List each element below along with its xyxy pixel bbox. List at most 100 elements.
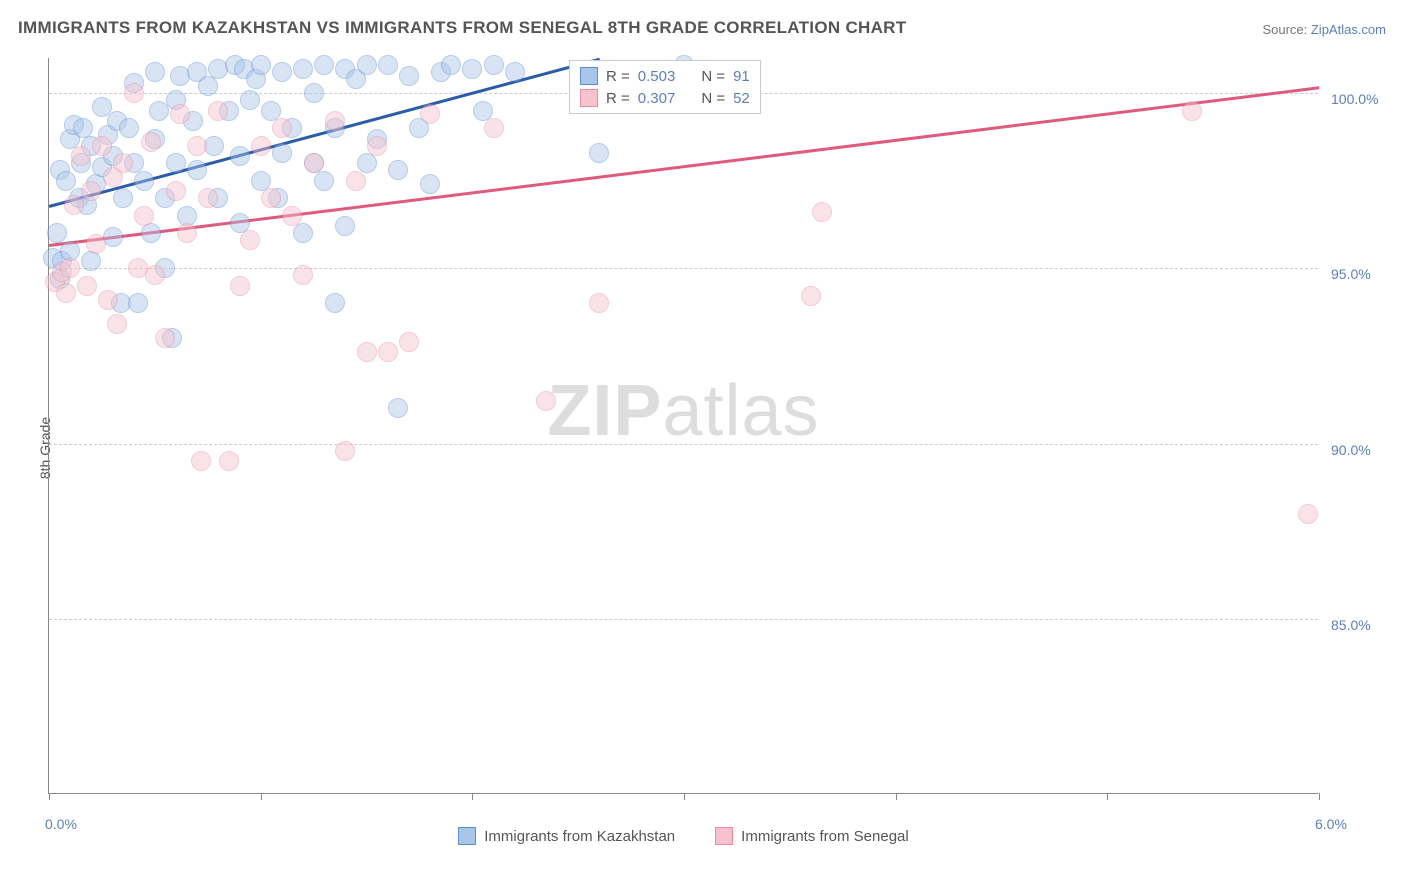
- scatter-point: [240, 90, 260, 110]
- scatter-point: [293, 265, 313, 285]
- legend-r-label: R =: [606, 90, 630, 107]
- legend-n-label: N =: [701, 90, 725, 107]
- scatter-point: [304, 83, 324, 103]
- scatter-point: [56, 171, 76, 191]
- scatter-point: [378, 55, 398, 75]
- scatter-point: [441, 55, 461, 75]
- scatter-point: [60, 258, 80, 278]
- scatter-point: [272, 62, 292, 82]
- scatter-point: [92, 136, 112, 156]
- scatter-point: [198, 188, 218, 208]
- scatter-point: [420, 174, 440, 194]
- y-tick-label: 85.0%: [1331, 617, 1371, 633]
- scatter-point: [505, 62, 525, 82]
- scatter-point: [230, 146, 250, 166]
- legend-r-value: 0.307: [638, 90, 676, 107]
- scatter-point: [141, 132, 161, 152]
- scatter-point: [187, 136, 207, 156]
- bottom-legend-item: Immigrants from Senegal: [715, 827, 909, 845]
- x-tick: [472, 793, 473, 800]
- scatter-point: [293, 223, 313, 243]
- series-name: Immigrants from Senegal: [741, 828, 909, 845]
- x-tick: [1107, 793, 1108, 800]
- scatter-point: [166, 181, 186, 201]
- scatter-point: [64, 195, 84, 215]
- scatter-point: [484, 55, 504, 75]
- x-tick: [261, 793, 262, 800]
- scatter-point: [119, 118, 139, 138]
- scatter-point: [107, 314, 127, 334]
- scatter-point: [589, 143, 609, 163]
- legend-swatch: [580, 67, 598, 85]
- scatter-point: [314, 171, 334, 191]
- scatter-point: [187, 160, 207, 180]
- x-tick-label: 6.0%: [1315, 816, 1347, 832]
- scatter-point: [170, 104, 190, 124]
- scatter-point: [166, 153, 186, 173]
- scatter-point: [801, 286, 821, 306]
- gridline: [49, 268, 1318, 269]
- scatter-point: [357, 342, 377, 362]
- scatter-point: [357, 55, 377, 75]
- scatter-point: [145, 62, 165, 82]
- scatter-point: [113, 188, 133, 208]
- scatter-point: [462, 59, 482, 79]
- scatter-point: [71, 146, 91, 166]
- scatter-point: [128, 293, 148, 313]
- y-tick-label: 100.0%: [1331, 91, 1378, 107]
- scatter-point: [155, 328, 175, 348]
- scatter-point: [367, 136, 387, 156]
- stats-legend-row: R = 0.307 N = 52: [580, 87, 750, 109]
- scatter-point: [145, 265, 165, 285]
- watermark-light: atlas: [662, 371, 819, 451]
- scatter-point: [272, 118, 292, 138]
- source-link[interactable]: ZipAtlas.com: [1311, 22, 1386, 37]
- legend-swatch: [715, 827, 733, 845]
- scatter-point: [325, 293, 345, 313]
- scatter-point: [230, 276, 250, 296]
- legend-swatch: [458, 827, 476, 845]
- scatter-point: [589, 293, 609, 313]
- x-tick: [684, 793, 685, 800]
- source-attribution: Source: ZipAtlas.com: [1262, 22, 1386, 37]
- scatter-point: [335, 216, 355, 236]
- y-tick-label: 90.0%: [1331, 442, 1371, 458]
- gridline: [49, 619, 1318, 620]
- gridline: [49, 444, 1318, 445]
- scatter-point: [812, 202, 832, 222]
- x-tick: [49, 793, 50, 800]
- x-tick: [896, 793, 897, 800]
- stats-legend-row: R =0.503N =91: [580, 65, 750, 87]
- scatter-point: [77, 276, 97, 296]
- scatter-point: [388, 160, 408, 180]
- watermark-bold: ZIP: [547, 371, 662, 451]
- series-name: Immigrants from Kazakhstan: [484, 828, 675, 845]
- scatter-point: [98, 290, 118, 310]
- scatter-point: [325, 111, 345, 131]
- chart-title: IMMIGRANTS FROM KAZAKHSTAN VS IMMIGRANTS…: [18, 18, 906, 38]
- scatter-point: [134, 171, 154, 191]
- scatter-point: [251, 136, 271, 156]
- scatter-point: [304, 153, 324, 173]
- y-tick-label: 95.0%: [1331, 266, 1371, 282]
- stats-legend: R =0.503N =91 R = 0.307 N = 52: [569, 60, 761, 114]
- scatter-point: [124, 83, 144, 103]
- scatter-point: [219, 451, 239, 471]
- scatter-point: [47, 223, 67, 243]
- scatter-point: [399, 66, 419, 86]
- scatter-point: [81, 251, 101, 271]
- scatter-point: [335, 441, 355, 461]
- bottom-legend-item: Immigrants from Kazakhstan: [458, 827, 675, 845]
- scatter-point: [86, 234, 106, 254]
- scatter-point: [536, 391, 556, 411]
- scatter-point: [240, 230, 260, 250]
- scatter-point: [191, 451, 211, 471]
- legend-n-value: 52: [733, 90, 750, 107]
- scatter-point: [141, 223, 161, 243]
- scatter-point: [113, 153, 133, 173]
- scatter-point: [198, 76, 218, 96]
- bottom-legend: Immigrants from Kazakhstan Immigrants fro…: [49, 827, 1318, 845]
- scatter-point: [251, 55, 271, 75]
- scatter-point: [261, 188, 281, 208]
- scatter-point: [314, 55, 334, 75]
